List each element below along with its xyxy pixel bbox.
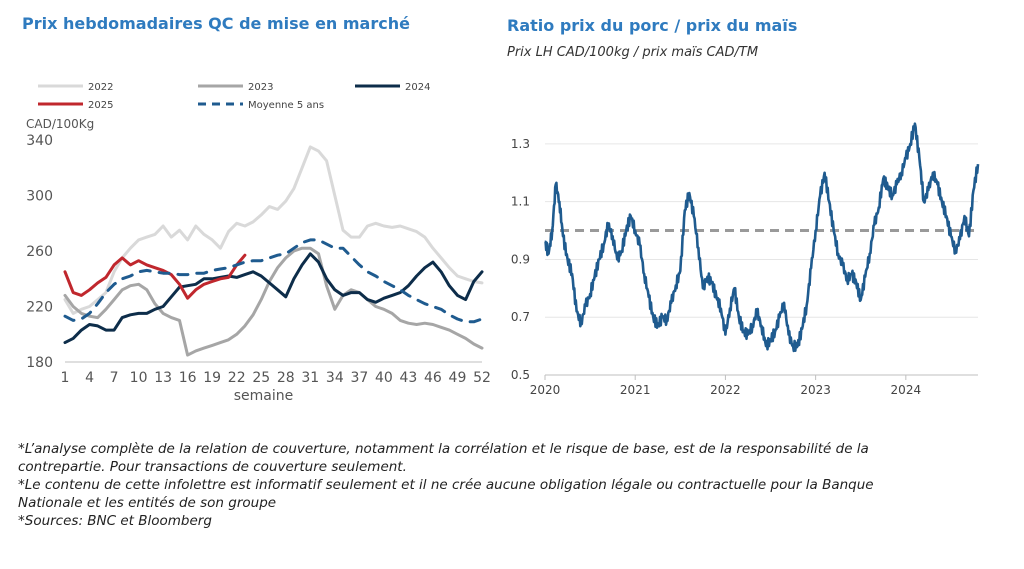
- y-tick-label: 0.9: [511, 252, 530, 266]
- footnote: *Sources: BNC et Bloomberg: [18, 513, 212, 529]
- x-tick-label: 40: [375, 370, 393, 386]
- x-tick-label: 10: [130, 370, 148, 386]
- x-tick-label: 46: [424, 370, 442, 386]
- y-tick-label: 1.1: [511, 195, 530, 209]
- footnotes: *L’analyse complète de la relation de co…: [18, 440, 878, 530]
- y-tick-label: 180: [26, 355, 53, 371]
- y-tick-label: 0.5: [511, 368, 530, 382]
- x-tick-label: 2022: [710, 383, 741, 397]
- x-tick-label: 2024: [891, 383, 922, 397]
- x-tick-label: 2023: [800, 383, 831, 397]
- x-tick-label: 25: [252, 370, 270, 386]
- x-axis-label: semaine: [234, 388, 294, 404]
- x-tick-label: 31: [301, 370, 319, 386]
- x-tick-label: 28: [277, 370, 295, 386]
- legend-label: 2025: [88, 100, 113, 111]
- right-chart-title: Ratio prix du porc / prix du maïs: [507, 16, 798, 35]
- series-line-moyenne-5-ans: [63, 238, 484, 324]
- x-tick-label: 13: [154, 370, 172, 386]
- series-line-2025: [63, 253, 247, 300]
- x-tick-label: 2021: [620, 383, 651, 397]
- x-tick-label: 1: [61, 370, 70, 386]
- y-tick-label: 1.3: [511, 137, 530, 151]
- x-tick-label: 43: [399, 370, 417, 386]
- x-tick-label: 19: [203, 370, 221, 386]
- series-line-2024: [63, 252, 484, 345]
- legend-label: 2022: [88, 82, 113, 93]
- x-tick-label: 16: [179, 370, 197, 386]
- weekly-price-chart: 2022 2023 2024 2025 Moyenne 5 ans CAD/100Kg 18…: [26, 82, 491, 404]
- ratio-chart: 0.5 0.7 0.9 1.1 1.3 2020 2021 2022 2023 2024: [511, 122, 980, 397]
- y-tick-label: 0.7: [511, 310, 530, 324]
- x-tick-label: 49: [449, 370, 467, 386]
- right-chart-subtitle: Prix LH CAD/100kg / prix maïs CAD/TM: [507, 45, 759, 60]
- x-tick-label: 34: [326, 370, 344, 386]
- y-tick-label: 340: [26, 133, 53, 149]
- series-line-2023: [63, 246, 484, 357]
- y-tick-label: 220: [26, 300, 53, 316]
- y-tick-label: 300: [26, 189, 53, 205]
- y-tick-label: 260: [26, 244, 53, 260]
- x-tick-label: 2020: [530, 383, 561, 397]
- left-chart-title: Prix hebdomadaires QC de mise en marché: [22, 14, 410, 33]
- x-tick-label: 7: [110, 370, 119, 386]
- x-tick-label: 22: [228, 370, 246, 386]
- x-tick-label: 37: [350, 370, 368, 386]
- legend-label: 2023: [248, 82, 273, 93]
- footnote: *L’analyse complète de la relation de co…: [18, 441, 869, 475]
- series-line-2022: [63, 145, 484, 315]
- x-tick-label: 52: [473, 370, 491, 386]
- ratio-series-line: [544, 122, 980, 353]
- x-tick-label: 4: [85, 370, 94, 386]
- legend-label: 2024: [405, 82, 430, 93]
- y-axis-label: CAD/100Kg: [26, 117, 94, 131]
- legend-label: Moyenne 5 ans: [248, 100, 324, 111]
- footnote: *Le contenu de cette infolettre est info…: [18, 477, 874, 511]
